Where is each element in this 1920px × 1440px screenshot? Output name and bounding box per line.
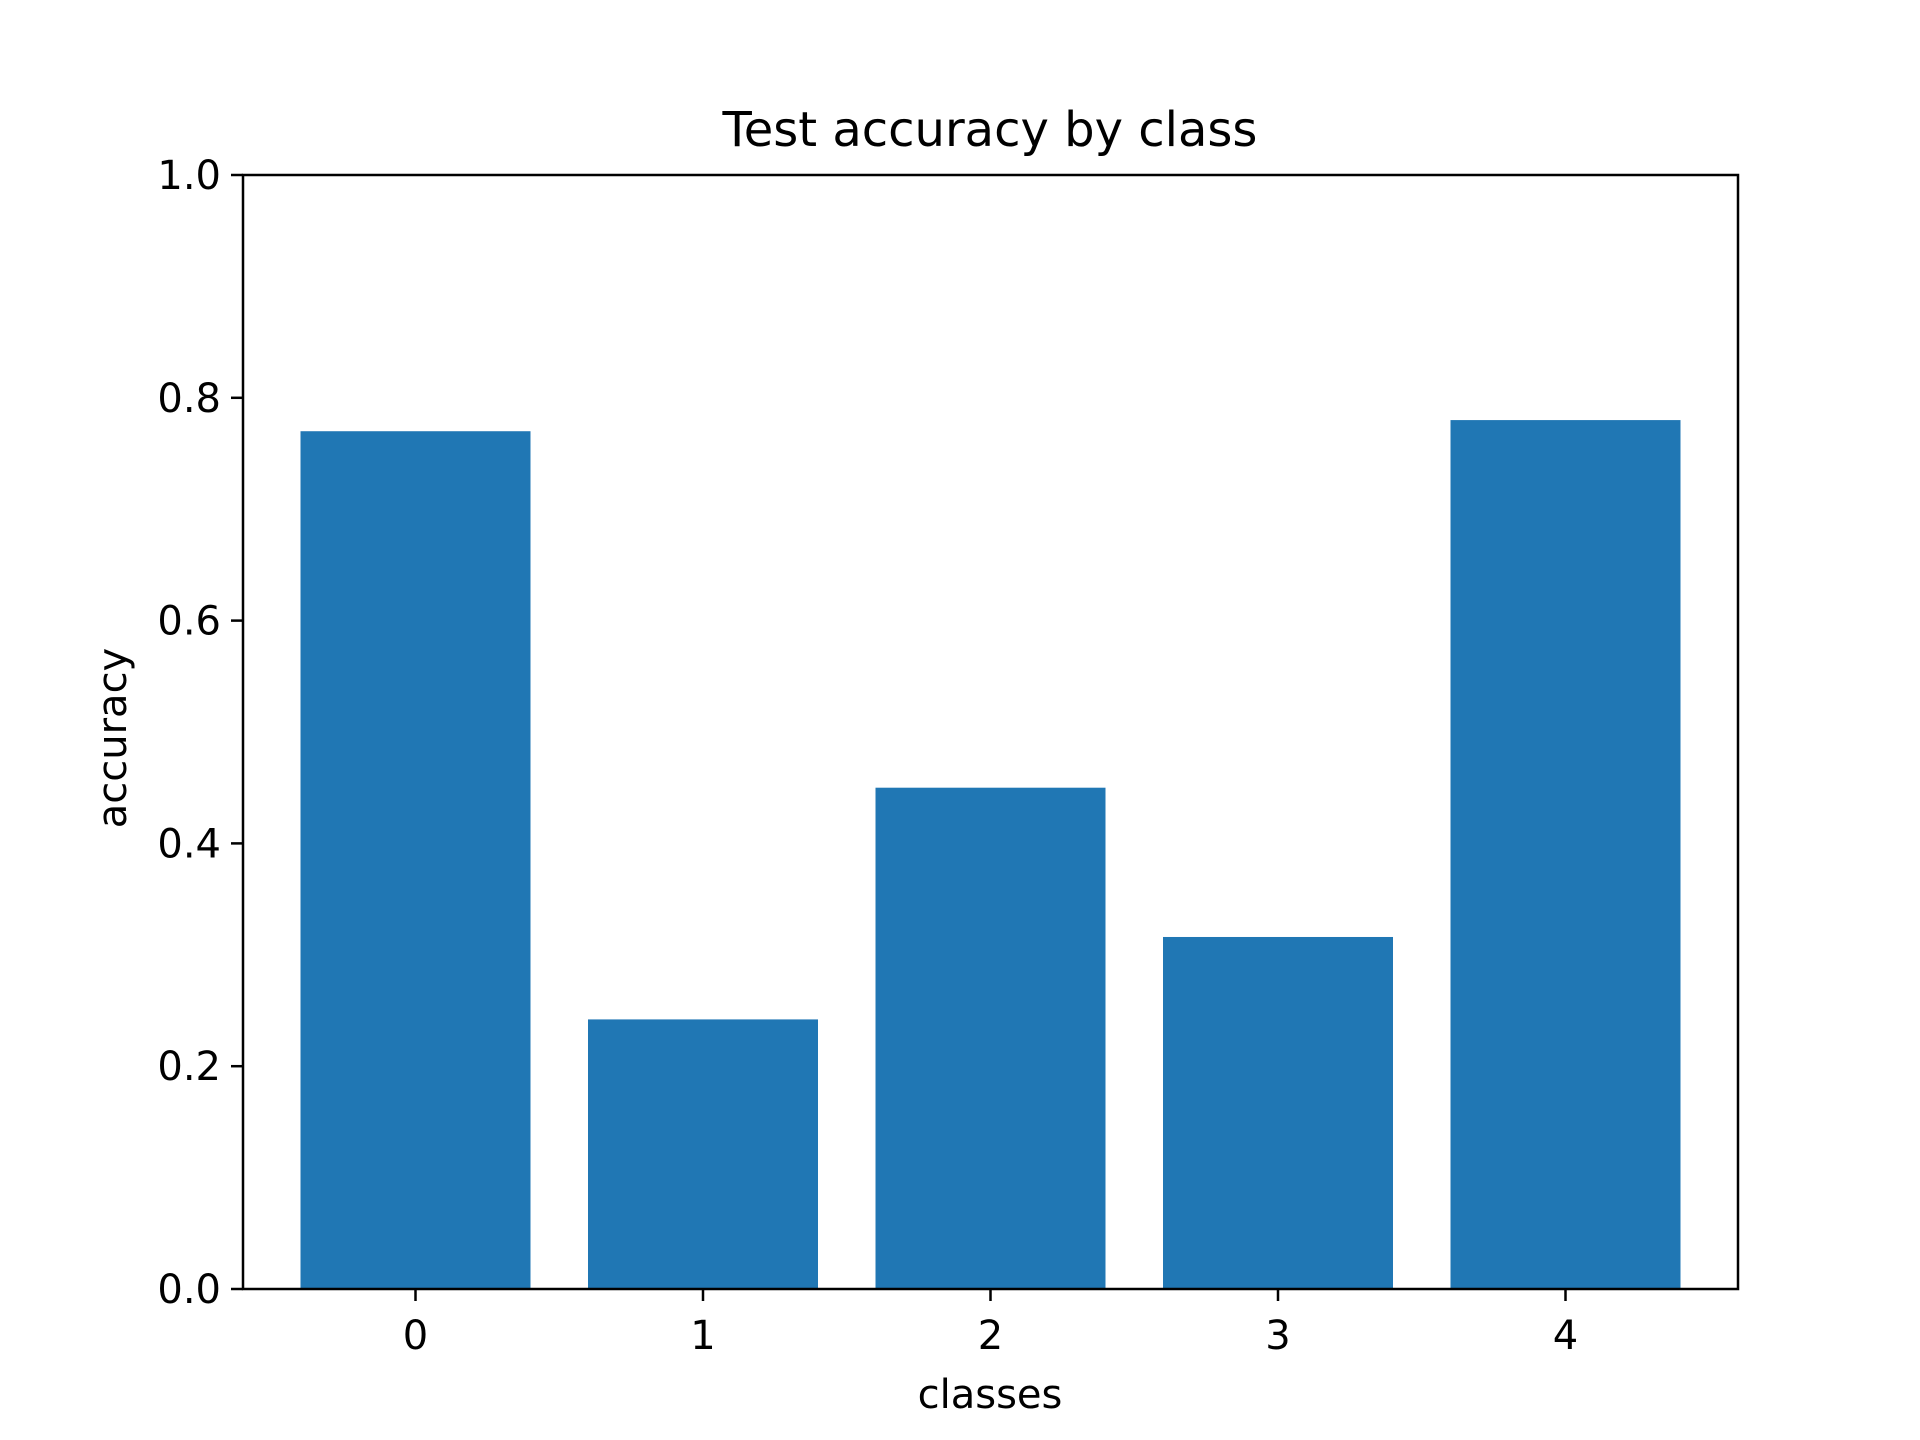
bar-class-2: [875, 787, 1106, 1289]
chart-title: Test accuracy by class: [722, 102, 1258, 158]
bar-class-0: [300, 431, 531, 1290]
x-axis-label: classes: [918, 1372, 1063, 1418]
plot-area-frame: [241, 173, 1740, 1291]
y-axis-label: accuracy: [90, 648, 136, 828]
y-tick-label: 1.0: [157, 153, 221, 199]
x-tick-label: 3: [1265, 1313, 1290, 1359]
y-tick-label: 0.0: [157, 1267, 221, 1313]
x-tick-label: 4: [1553, 1313, 1578, 1359]
bars-group: [300, 420, 1681, 1290]
x-tick-label: 2: [978, 1313, 1003, 1359]
y-tick-label: 0.6: [157, 599, 221, 645]
x-axis-ticks: 0 1 2 3 4: [403, 1289, 1578, 1359]
bar-class-1: [588, 1019, 818, 1289]
y-tick-label: 0.2: [157, 1044, 221, 1090]
x-tick-label: 0: [403, 1313, 428, 1359]
y-tick-label: 0.4: [157, 821, 221, 867]
bar-class-4: [1450, 420, 1681, 1290]
x-tick-label: 1: [690, 1313, 715, 1359]
y-tick-label: 0.8: [157, 376, 221, 422]
bar-class-3: [1163, 936, 1393, 1289]
y-axis-ticks: 0.0 0.2 0.4 0.6 0.8 1.0: [157, 153, 243, 1313]
